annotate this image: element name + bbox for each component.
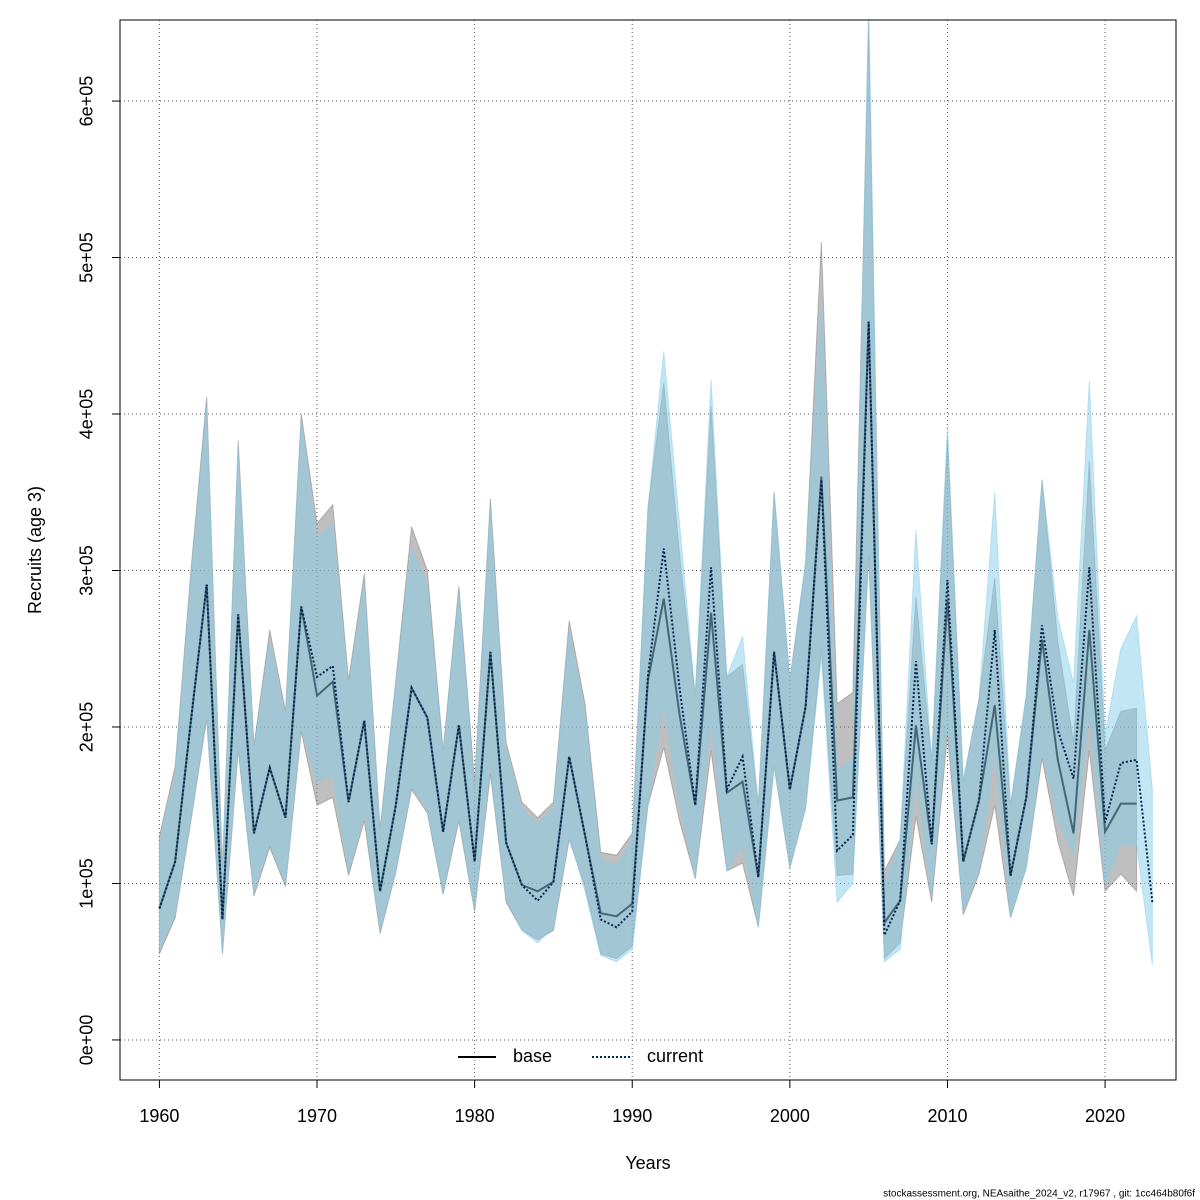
- plot-area: [158, 20, 1154, 965]
- y-tick-label: 0e+00: [77, 1015, 97, 1066]
- y-axis-title: Recruits (age 3): [25, 486, 45, 614]
- x-axis-title: Years: [625, 1153, 670, 1173]
- confidence-band: [158, 20, 1153, 965]
- x-tick-label: 2000: [770, 1106, 810, 1126]
- y-tick-label: 2e+05: [77, 702, 97, 753]
- series-line: [158, 321, 1154, 936]
- x-tick-label: 1990: [612, 1106, 652, 1126]
- x-tick-label: 1980: [455, 1106, 495, 1126]
- y-tick-label: 1e+05: [77, 858, 97, 909]
- y-tick-label: 6e+05: [77, 76, 97, 127]
- legend-label: current: [647, 1046, 703, 1066]
- x-tick-label: 2020: [1085, 1106, 1125, 1126]
- legend-label: base: [513, 1046, 552, 1066]
- x-tick-label: 2010: [927, 1106, 967, 1126]
- y-tick-label: 5e+05: [77, 232, 97, 283]
- x-tick-label: 1960: [139, 1106, 179, 1126]
- y-tick-label: 3e+05: [77, 545, 97, 596]
- y-tick-label: 4e+05: [77, 389, 97, 440]
- footnote: stockassessment.org, NEAsaithe_2024_v2, …: [883, 1189, 1195, 1200]
- x-tick-label: 1970: [297, 1106, 337, 1126]
- plot-frame: [119, 19, 1177, 1081]
